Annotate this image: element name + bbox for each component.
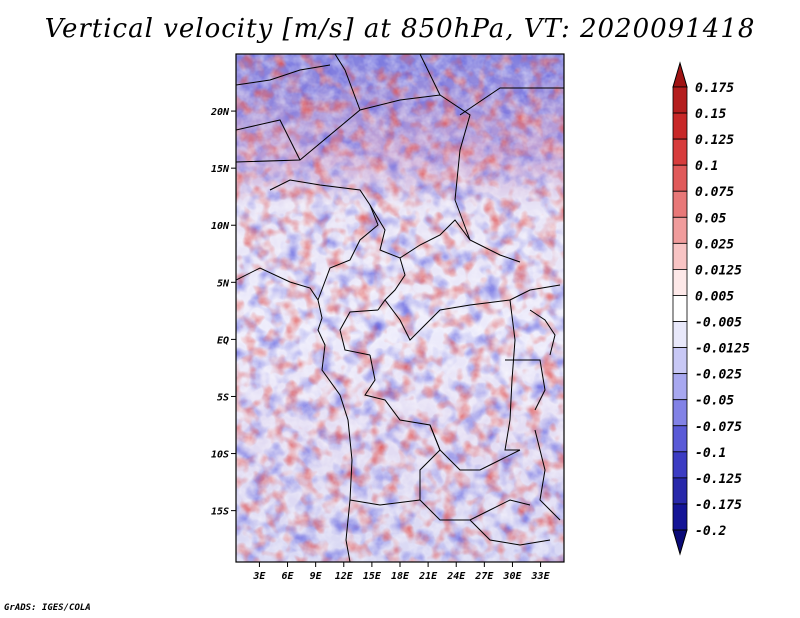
colorbar-label: -0.0125 [695,342,750,357]
colorbar-label: -0.005 [695,316,742,331]
country-borders [236,54,564,562]
colorbar-label: 0.175 [695,81,734,96]
colorbar-segment [672,216,688,244]
lon-tick-label: 9E [310,571,323,582]
lat-tick-label: 20N [210,107,230,118]
lon-tick-label: 33E [531,571,551,582]
colorbar-segment [672,112,688,140]
lat-tick-label: 15N [211,164,230,175]
lat-tick-label: 5S [217,392,229,403]
lon-tick-label: 30E [502,571,522,582]
colorbar-segment [672,295,688,322]
colorbar-segment [672,373,688,401]
lat-tick-label: 15S [211,507,229,518]
lon-tick-label: 24E [446,571,466,582]
lon-tick-label: 21E [418,571,438,582]
colorbar-label: -0.125 [695,472,742,487]
colorbar-bottom-arrow [672,529,688,556]
lat-tick-label: 5N [217,278,230,289]
colorbar-label: 0.075 [695,185,734,200]
colorbar-label: -0.025 [695,368,742,383]
colorbar-label: 0.005 [695,289,734,304]
colorbar-segment [672,138,688,166]
colorbar-top-arrow [672,61,688,88]
colorbar-label: 0.025 [695,237,734,252]
map-title: Vertical velocity [m/s] at 850hPa, VT: 2… [44,14,756,44]
colorbar-segment [672,347,688,375]
lon-tick-label: 15E [363,571,382,582]
velocity-field [236,54,564,562]
lon-tick-label: 6E [282,571,295,582]
colorbar-segment [672,477,688,505]
colorbar-label: -0.175 [695,498,742,513]
colorbar: 0.175 0.15 0.125 0.1 0.075 0.05 0.025 0.0125 0.0… [672,61,750,556]
colorbar-label: 0.125 [695,133,734,148]
colorbar-segment [672,425,688,453]
lat-tick-label: EQ [217,335,229,346]
lat-tick-label: 10N [211,221,230,232]
colorbar-label: 0.1 [695,159,718,174]
colorbar-segment [672,399,688,427]
colorbar-label: 0.0125 [695,263,742,278]
colorbar-label: -0.075 [695,420,742,435]
colorbar-segment [672,86,688,114]
colorbar-segment [672,242,688,270]
grads-credit: GrADS: IGES/COLA [4,603,91,613]
colorbar-label: 0.15 [695,107,726,122]
lon-tick-label: 12E [335,571,354,582]
colorbar-label: -0.1 [695,446,726,461]
lon-tick-label: 27E [474,571,494,582]
colorbar-label: -0.05 [695,394,734,409]
longitude-axis: 3E 6E 9E 12E 15E 18E 21E 24E 27E 30E 33E [252,562,551,582]
colorbar-segment [672,164,688,192]
colorbar-segment [672,269,688,296]
lon-tick-label: 18E [391,571,410,582]
colorbar-label: 0.05 [695,211,726,226]
colorbar-segment [672,451,688,479]
colorbar-segment [672,190,688,218]
latitude-axis: 20N 15N 10N 5N EQ 5S 10S 15S [210,107,236,518]
lon-tick-label: 3E [252,571,266,582]
colorbar-segment [672,503,688,531]
colorbar-segment [672,321,688,348]
lat-tick-label: 10S [211,450,229,461]
colorbar-label: -0.2 [695,524,726,539]
